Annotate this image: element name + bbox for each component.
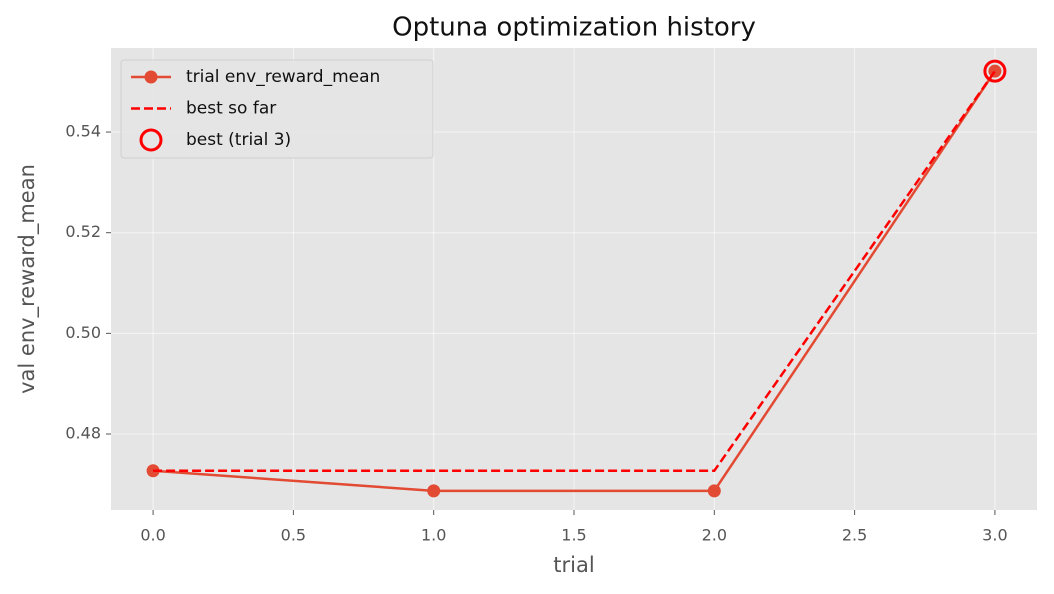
x-tick-label: 2.0 [702, 526, 727, 545]
y-tick-label: 0.50 [65, 323, 101, 342]
legend-swatch [139, 128, 163, 152]
marks [146, 59, 1007, 498]
legend-box [120, 59, 434, 159]
legend-label: best so far [186, 99, 276, 119]
chart-title: Optuna optimization history [392, 13, 756, 43]
x-tick-label: 1.0 [421, 526, 446, 545]
data-point [707, 484, 721, 498]
x-axis-label: trial [553, 553, 594, 577]
y-tick-label: 0.54 [65, 122, 101, 141]
y-tick-label: 0.52 [65, 222, 101, 241]
y-tick-label: 0.48 [65, 424, 101, 443]
best-point [983, 59, 1007, 83]
legend-marker [144, 70, 158, 84]
series-line [153, 70, 996, 493]
x-tick-label: 3.0 [982, 526, 1007, 545]
x-tick-label: 0.5 [281, 526, 306, 545]
series-line [153, 70, 996, 472]
x-tick-label: 0.0 [140, 526, 165, 545]
x-tick-label: 1.5 [561, 526, 586, 545]
y-axis-label: val env_reward_mean [15, 164, 40, 394]
legend-label: best (trial 3) [186, 130, 291, 150]
data-point [427, 484, 441, 498]
legend-label: trial env_reward_mean [186, 67, 380, 87]
x-tick-label: 2.5 [842, 526, 867, 545]
